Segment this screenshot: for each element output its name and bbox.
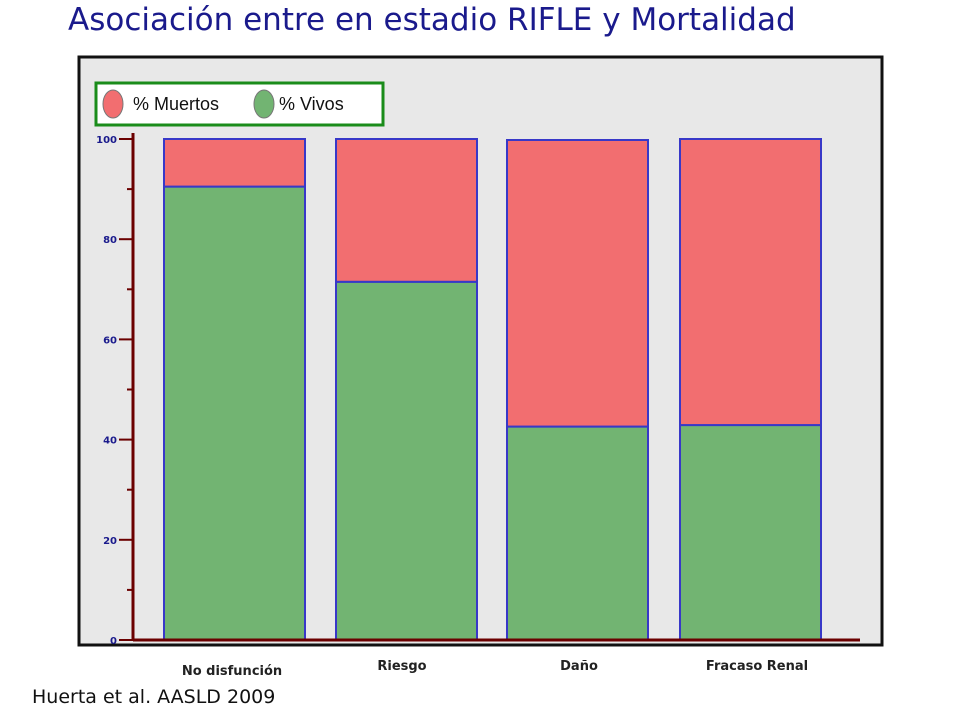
y-tick-label-0: 0 (110, 636, 117, 647)
y-tick-label-80: 80 (103, 235, 117, 246)
bar-segment-vivos-4 (679, 424, 822, 642)
y-tick-label-20: 20 (103, 536, 117, 547)
chart-title: Asociación entre en estadio RIFLE y Mort… (68, 2, 796, 38)
y-tick-label-60: 60 (103, 335, 117, 346)
legend-label-muertos: % Muertos (133, 94, 219, 114)
bar-segment-vivos-2 (335, 280, 478, 641)
bar-segment-vivos-3 (506, 425, 649, 641)
bar-segment-muertos-2 (335, 138, 478, 283)
legend-box (94, 81, 385, 127)
legend: % Muertos % Vivos (94, 81, 385, 127)
legend-label-vivos: % Vivos (279, 94, 344, 114)
category-label-1: No disfunción (182, 664, 282, 679)
axis-layer: 0 20 40 60 80 100 (96, 133, 860, 647)
category-label-3: Daño (560, 659, 598, 674)
bars-layer: No disfunción Riesgo Daño Fracaso Renal (163, 138, 822, 679)
category-label-4: Fracaso Renal (706, 659, 808, 674)
y-tick-label-100: 100 (96, 135, 117, 146)
legend-swatch-muertos (102, 89, 124, 119)
bar-segment-muertos-3 (506, 139, 649, 428)
bar-segment-muertos-4 (679, 138, 822, 427)
y-tick-label-40: 40 (103, 436, 117, 447)
bar-segment-muertos-1 (163, 138, 306, 188)
category-label-2: Riesgo (377, 659, 426, 674)
legend-swatch-vivos (253, 89, 275, 119)
citation: Huerta et al. AASLD 2009 (32, 686, 276, 708)
bar-segment-vivos-1 (163, 185, 306, 641)
